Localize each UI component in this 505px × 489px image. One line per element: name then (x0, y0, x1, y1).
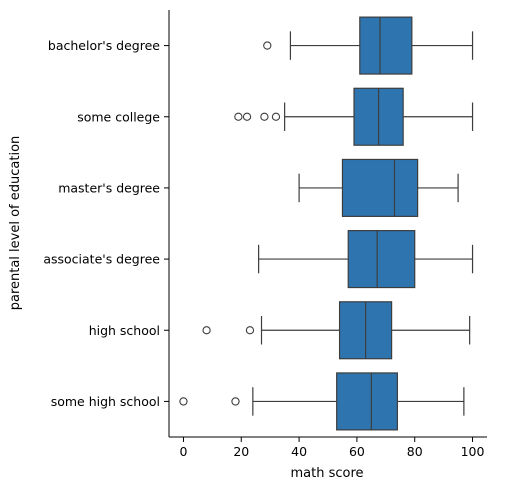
box-group (258, 230, 474, 289)
x-tick-label: 20 (233, 444, 249, 459)
axes: bachelor's degree some college master's de… (43, 10, 487, 459)
box-group (179, 372, 465, 431)
x-tick-label: 80 (407, 444, 423, 459)
outlier-point (234, 112, 243, 121)
y-tick-label: some college (77, 109, 160, 124)
x-tick-label: 60 (349, 444, 365, 459)
iqr-box (347, 230, 416, 289)
outlier-point (202, 326, 211, 335)
outlier-point (260, 112, 269, 121)
iqr-box (341, 158, 419, 217)
y-tick-label: bachelor's degree (48, 38, 160, 53)
y-tick-label: high school (89, 323, 160, 338)
x-tick-label: 0 (179, 444, 187, 459)
box-group (263, 16, 474, 75)
outlier-point (231, 397, 240, 406)
iqr-box (336, 372, 398, 431)
outlier-point (263, 41, 272, 50)
y-axis-label: parental level of education (8, 136, 23, 311)
plot-area (179, 16, 474, 431)
y-tick-label: associate's degree (43, 252, 160, 267)
iqr-box (359, 16, 413, 75)
x-tick-label: 40 (291, 444, 307, 459)
y-tick-label: some high school (51, 394, 160, 409)
box-group (234, 87, 474, 146)
y-tick-label: master's degree (58, 180, 160, 195)
outlier-point (179, 397, 188, 406)
box-group (298, 158, 459, 217)
outlier-point (271, 112, 281, 121)
x-tick-label: 100 (461, 444, 485, 459)
outlier-point (242, 112, 252, 121)
x-axis-label: math score (290, 466, 363, 481)
outlier-point (245, 326, 255, 335)
box-group (202, 301, 471, 360)
